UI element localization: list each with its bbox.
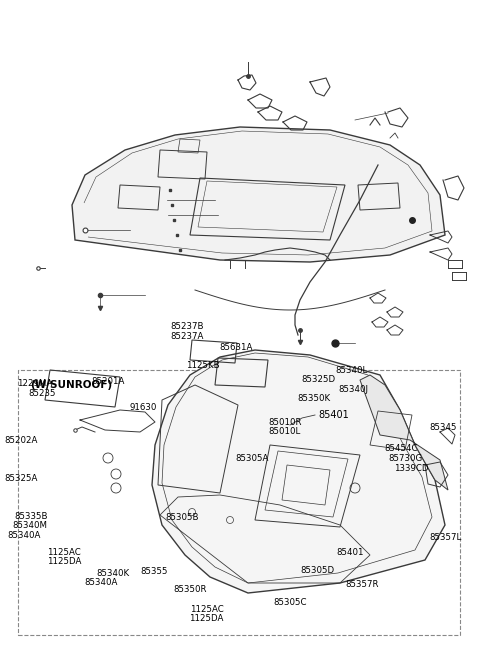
Text: 85305C: 85305C <box>274 598 307 607</box>
Text: 1339CD: 1339CD <box>394 464 428 473</box>
Text: (W/SUNROOF): (W/SUNROOF) <box>30 380 112 390</box>
Text: 85202A: 85202A <box>5 436 38 445</box>
Text: 85340A: 85340A <box>7 531 41 540</box>
Text: 85340K: 85340K <box>96 569 129 578</box>
Text: 1229MA: 1229MA <box>17 379 52 388</box>
Text: 85350R: 85350R <box>173 585 206 594</box>
Text: 85730G: 85730G <box>389 454 423 463</box>
Text: 85631A: 85631A <box>220 343 253 352</box>
Polygon shape <box>360 375 448 490</box>
Text: 1125DA: 1125DA <box>47 557 82 567</box>
Text: 85350K: 85350K <box>298 394 331 403</box>
Text: 85355: 85355 <box>140 567 168 576</box>
Text: 85345: 85345 <box>430 422 457 432</box>
Text: 85340J: 85340J <box>338 384 369 394</box>
Text: 85401: 85401 <box>336 548 363 557</box>
Bar <box>18 370 460 635</box>
Polygon shape <box>152 350 445 593</box>
Text: 85305D: 85305D <box>300 566 334 575</box>
Text: 85235: 85235 <box>29 388 56 398</box>
Text: 85305B: 85305B <box>166 513 199 522</box>
Text: 1125KB: 1125KB <box>186 361 220 370</box>
Text: 85357L: 85357L <box>430 533 462 542</box>
Text: 85237A: 85237A <box>170 332 204 341</box>
Text: 85325D: 85325D <box>301 375 336 384</box>
Text: 85357R: 85357R <box>346 580 379 590</box>
Text: 85237B: 85237B <box>170 322 204 331</box>
Text: 85010R: 85010R <box>269 418 302 427</box>
Text: 85325A: 85325A <box>5 474 38 483</box>
Text: 85340M: 85340M <box>12 521 47 531</box>
Text: 85010L: 85010L <box>269 427 301 436</box>
Text: 85454C: 85454C <box>384 443 418 453</box>
Text: 85335B: 85335B <box>14 512 48 521</box>
Text: 85340L: 85340L <box>335 366 367 375</box>
Polygon shape <box>72 127 445 262</box>
Text: 85201A: 85201A <box>91 377 125 386</box>
Text: 1125DA: 1125DA <box>189 614 224 624</box>
Text: 85305A: 85305A <box>235 454 269 463</box>
Text: 1125AC: 1125AC <box>47 548 81 557</box>
Text: 85340A: 85340A <box>84 578 118 588</box>
Text: 85401: 85401 <box>318 410 349 420</box>
Text: 91630: 91630 <box>130 403 157 412</box>
Text: 1125AC: 1125AC <box>190 605 223 614</box>
